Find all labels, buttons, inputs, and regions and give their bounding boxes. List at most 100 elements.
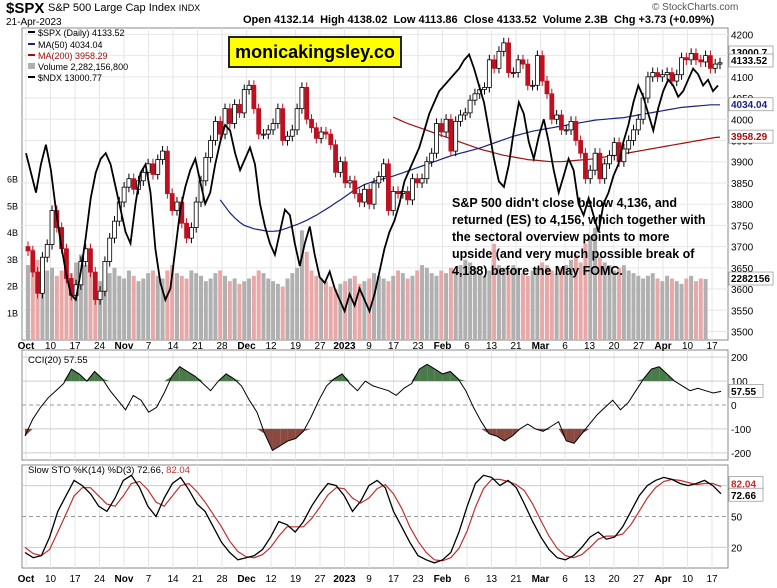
ohlc-line: Open 4132.14 High 4138.02 Low 4113.86 Cl… [243, 14, 714, 26]
volume-bar [35, 259, 40, 340]
volume-bar [679, 283, 684, 340]
ma200-marker: 3958.29 [731, 132, 768, 143]
y-tick-label: 3600 [731, 285, 754, 296]
ticker-symbol: $SPX [6, 0, 45, 17]
cci-title: CCI(20) 57.55 [28, 355, 88, 366]
candle-body [462, 112, 468, 116]
candle-body [424, 161, 430, 180]
volume-bar [535, 267, 540, 340]
volume-bar [237, 283, 242, 340]
candle-body [35, 271, 41, 294]
volume-bar [194, 273, 199, 340]
candle-body [443, 118, 449, 133]
x-tick-label-bottom: 17 [388, 574, 400, 585]
candle-body [486, 59, 492, 88]
sto-tick-label: 50 [731, 513, 743, 524]
volume-bar [525, 275, 530, 340]
y-tick-label: 3850 [731, 179, 754, 190]
cci-positive-fill [102, 378, 111, 382]
legend-ma200-label: MA(200) 3958.29 [38, 51, 108, 61]
candle-body [203, 157, 209, 182]
legend-ma50: MA(50) 4034.04 [28, 40, 103, 50]
last-price-marker: 4133.52 [731, 56, 768, 67]
volume-bar [410, 275, 415, 340]
volume-bar [434, 275, 439, 340]
candle-body [688, 53, 694, 61]
volume-bar [280, 286, 285, 340]
x-tick-label-bottom: 27 [314, 574, 326, 585]
candle-body [386, 163, 391, 211]
volume-bar [69, 273, 74, 340]
candle-body [650, 72, 656, 78]
cci-tick-label: -200 [731, 449, 751, 460]
candle-body [472, 93, 478, 101]
x-tick-label-top: 17 [69, 341, 81, 352]
volume-bar [631, 273, 636, 340]
volume-bar [641, 278, 646, 340]
y-tick-label: 3800 [731, 200, 754, 211]
candle-body [525, 63, 531, 86]
volume-bar [131, 275, 136, 340]
candle-body [626, 140, 632, 150]
index-name: S&P 500 Large Cap Index INDX [48, 2, 200, 14]
volume-bar [179, 275, 184, 340]
y-tick-label: 3750 [731, 221, 754, 232]
candle-body [270, 123, 276, 131]
candle-body [102, 261, 108, 292]
candle-body [506, 42, 511, 73]
cci-negative-fill [581, 428, 590, 434]
volume-bar [174, 273, 179, 340]
x-tick-label-bottom: Dec [237, 574, 256, 585]
cci-positive-fill [171, 366, 180, 382]
volume-bar [30, 249, 35, 340]
candle-body [602, 163, 608, 180]
volume-bar [88, 270, 93, 340]
candle-body [184, 222, 189, 239]
x-tick-label-bottom: 28 [216, 574, 228, 585]
cci-positive-fill [635, 378, 644, 382]
cci-positive-fill [226, 373, 234, 382]
x-tick-label-bottom: 6 [562, 574, 568, 585]
sto-d-line [24, 478, 722, 562]
x-tick-label-bottom: Oct [18, 574, 35, 585]
candle-body [361, 188, 367, 203]
volume-tick-label: 2B [7, 282, 18, 292]
volume-bar [347, 278, 352, 340]
candle-body [246, 84, 252, 90]
x-tick-label-bottom: 17 [69, 574, 81, 585]
candle-body [256, 108, 262, 135]
volume-bar [588, 235, 593, 340]
candle-body [679, 57, 684, 76]
cci-negative-fill [504, 428, 513, 441]
candle-body [467, 99, 473, 114]
candle-body [578, 140, 584, 154]
volume-bar [256, 270, 261, 340]
x-tick-label-bottom: 9 [366, 574, 372, 585]
volume-bar [323, 281, 328, 340]
volume-bar [472, 267, 477, 340]
cci-tick-label: 0 [731, 401, 737, 412]
volume-bar [362, 281, 367, 340]
volume-bar [107, 273, 112, 340]
candle-body [40, 256, 45, 294]
candle-body [251, 84, 257, 110]
legend-ma50-label: MA(50) 4034.04 [38, 40, 103, 50]
candle-body [280, 108, 286, 141]
volume-bar [540, 262, 545, 340]
candle-body [453, 120, 459, 152]
candle-body [366, 188, 372, 205]
x-tick-label-bottom: 13 [486, 574, 498, 585]
legend-ma200: MA(200) 3958.29 [28, 51, 108, 61]
candle-body [395, 191, 401, 194]
volume-bar [189, 270, 194, 340]
candle-body [534, 55, 540, 86]
legend-volume-label: Volume 2,282,156,800 [38, 62, 129, 72]
volume-bar [564, 265, 569, 340]
volume-bar [208, 278, 213, 340]
x-tick-label-bottom: Apr [654, 574, 671, 585]
candle-body [304, 87, 310, 120]
volume-bar [261, 273, 266, 340]
volume-bar [487, 270, 492, 340]
volume-bar [26, 265, 30, 340]
candle-body [150, 163, 156, 175]
